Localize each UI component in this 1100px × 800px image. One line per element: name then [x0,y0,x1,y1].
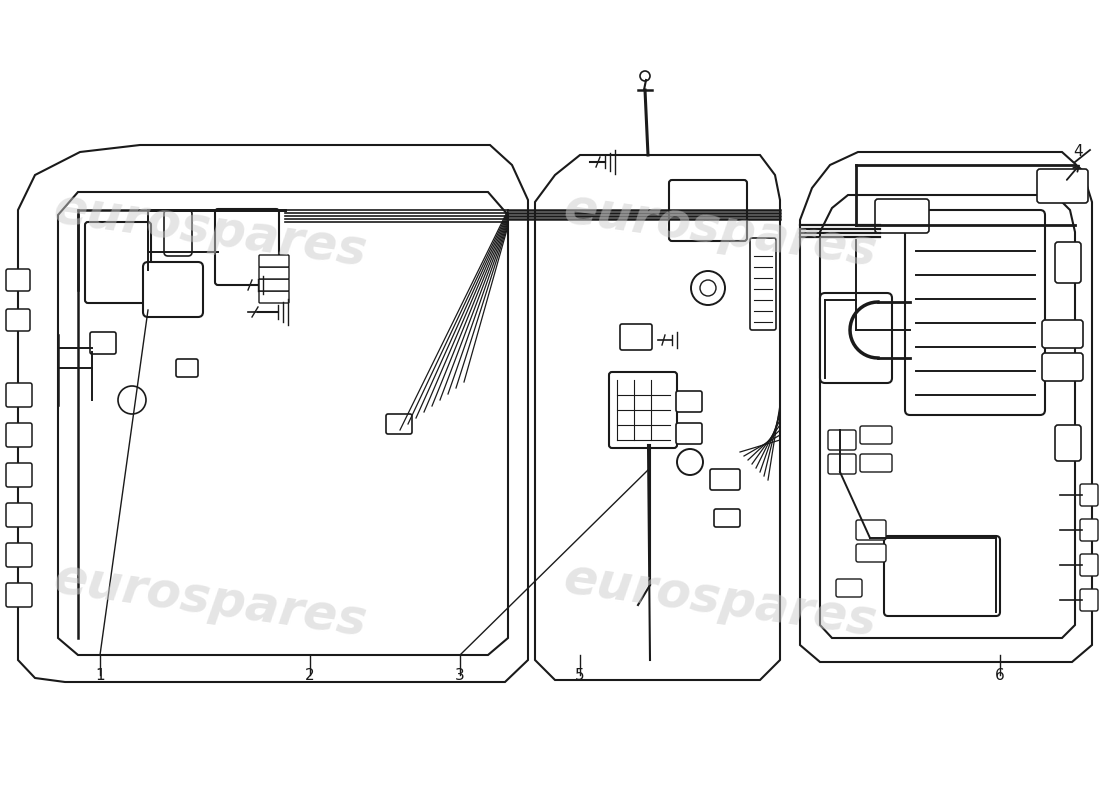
FancyBboxPatch shape [905,210,1045,415]
Text: 5: 5 [575,667,585,682]
FancyBboxPatch shape [884,536,1000,616]
FancyBboxPatch shape [1080,554,1098,576]
FancyBboxPatch shape [85,222,151,303]
FancyBboxPatch shape [710,469,740,490]
FancyBboxPatch shape [676,391,702,412]
FancyBboxPatch shape [6,423,32,447]
Circle shape [691,271,725,305]
Circle shape [118,386,146,414]
FancyBboxPatch shape [6,503,32,527]
Polygon shape [535,155,780,680]
FancyBboxPatch shape [6,269,30,291]
FancyBboxPatch shape [609,372,676,448]
Text: eurospares: eurospares [560,184,880,276]
FancyBboxPatch shape [1080,589,1098,611]
FancyBboxPatch shape [828,430,856,450]
Text: 3: 3 [455,667,465,682]
Text: 2: 2 [305,667,315,682]
FancyBboxPatch shape [669,180,747,241]
FancyBboxPatch shape [143,262,204,317]
FancyBboxPatch shape [6,583,32,607]
Text: eurospares: eurospares [560,554,880,646]
Text: 6: 6 [996,667,1005,682]
FancyBboxPatch shape [6,463,32,487]
FancyBboxPatch shape [1037,169,1088,203]
FancyBboxPatch shape [164,210,192,256]
FancyBboxPatch shape [386,414,412,434]
FancyBboxPatch shape [1042,353,1084,381]
FancyBboxPatch shape [6,309,30,331]
Text: 4: 4 [1074,145,1082,159]
Text: 1: 1 [96,667,104,682]
Polygon shape [800,152,1092,662]
FancyBboxPatch shape [1080,484,1098,506]
Text: eurospares: eurospares [51,184,370,276]
FancyBboxPatch shape [620,324,652,350]
FancyBboxPatch shape [714,509,740,527]
FancyBboxPatch shape [1055,425,1081,461]
FancyBboxPatch shape [836,579,862,597]
FancyBboxPatch shape [828,454,856,474]
FancyBboxPatch shape [856,544,886,562]
Polygon shape [18,145,528,682]
FancyBboxPatch shape [1055,242,1081,283]
Circle shape [700,280,716,296]
FancyBboxPatch shape [214,209,279,285]
Circle shape [640,71,650,81]
FancyBboxPatch shape [856,520,886,540]
FancyBboxPatch shape [860,454,892,472]
FancyBboxPatch shape [1080,519,1098,541]
FancyBboxPatch shape [258,255,289,267]
FancyBboxPatch shape [750,238,776,330]
FancyBboxPatch shape [820,293,892,383]
Text: eurospares: eurospares [51,554,370,646]
Circle shape [676,449,703,475]
FancyBboxPatch shape [860,426,892,444]
FancyBboxPatch shape [258,291,289,303]
FancyBboxPatch shape [1042,320,1084,348]
FancyBboxPatch shape [176,359,198,377]
FancyBboxPatch shape [6,383,32,407]
FancyBboxPatch shape [6,543,32,567]
FancyBboxPatch shape [874,199,929,233]
FancyBboxPatch shape [676,423,702,444]
FancyBboxPatch shape [90,332,116,354]
FancyBboxPatch shape [258,267,289,279]
FancyBboxPatch shape [258,279,289,291]
